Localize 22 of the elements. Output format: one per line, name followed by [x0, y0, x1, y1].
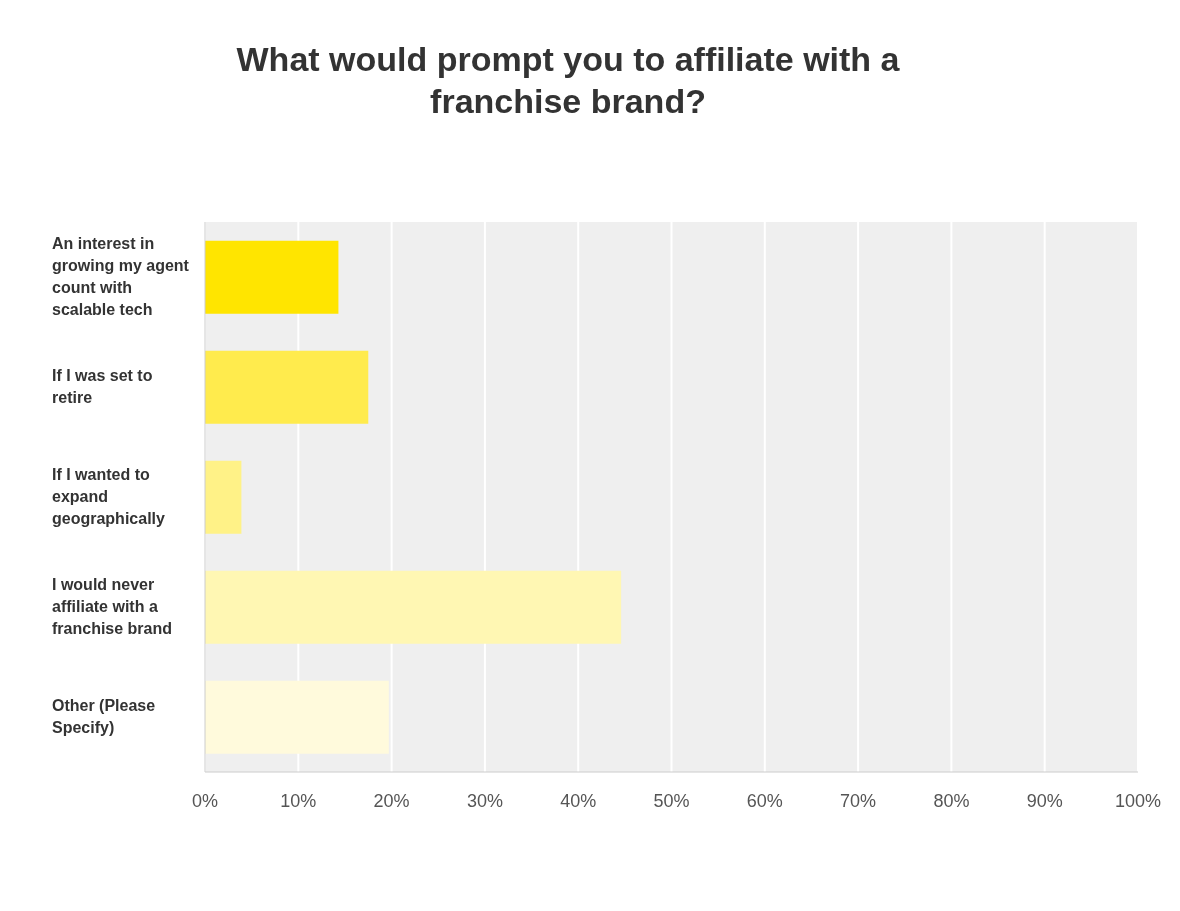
- x-tick-label: 0%: [191, 790, 219, 811]
- bar: [205, 240, 339, 314]
- x-tick-label: 100%: [1114, 790, 1162, 811]
- y-tick-label: I would never affiliate with a franchise brand: [52, 575, 174, 639]
- x-tick-label: 80%: [933, 790, 970, 811]
- y-tick-label: Other (Please Specify): [52, 696, 157, 738]
- y-tick-label: If I wanted to expand geographically: [52, 465, 166, 529]
- y-tick-label: If I was set to retire: [52, 366, 154, 408]
- x-tick-label: 40%: [560, 790, 597, 811]
- x-tick-label: 10%: [280, 790, 317, 811]
- x-tick-label: 70%: [840, 790, 877, 811]
- bar: [205, 570, 622, 644]
- x-tick-label: 30%: [466, 790, 503, 811]
- x-tick-label: 60%: [746, 790, 783, 811]
- bar: [205, 460, 242, 534]
- bar: [205, 350, 369, 424]
- x-tick-label: 20%: [373, 790, 410, 811]
- y-tick-label: An interest in growing my agent count with scalable tech: [52, 234, 190, 320]
- bar: [205, 680, 389, 754]
- x-tick-label: 90%: [1026, 790, 1063, 811]
- chart-title: What would prompt you to affiliate with a franchise brand?: [235, 39, 901, 122]
- x-tick-label: 50%: [653, 790, 690, 811]
